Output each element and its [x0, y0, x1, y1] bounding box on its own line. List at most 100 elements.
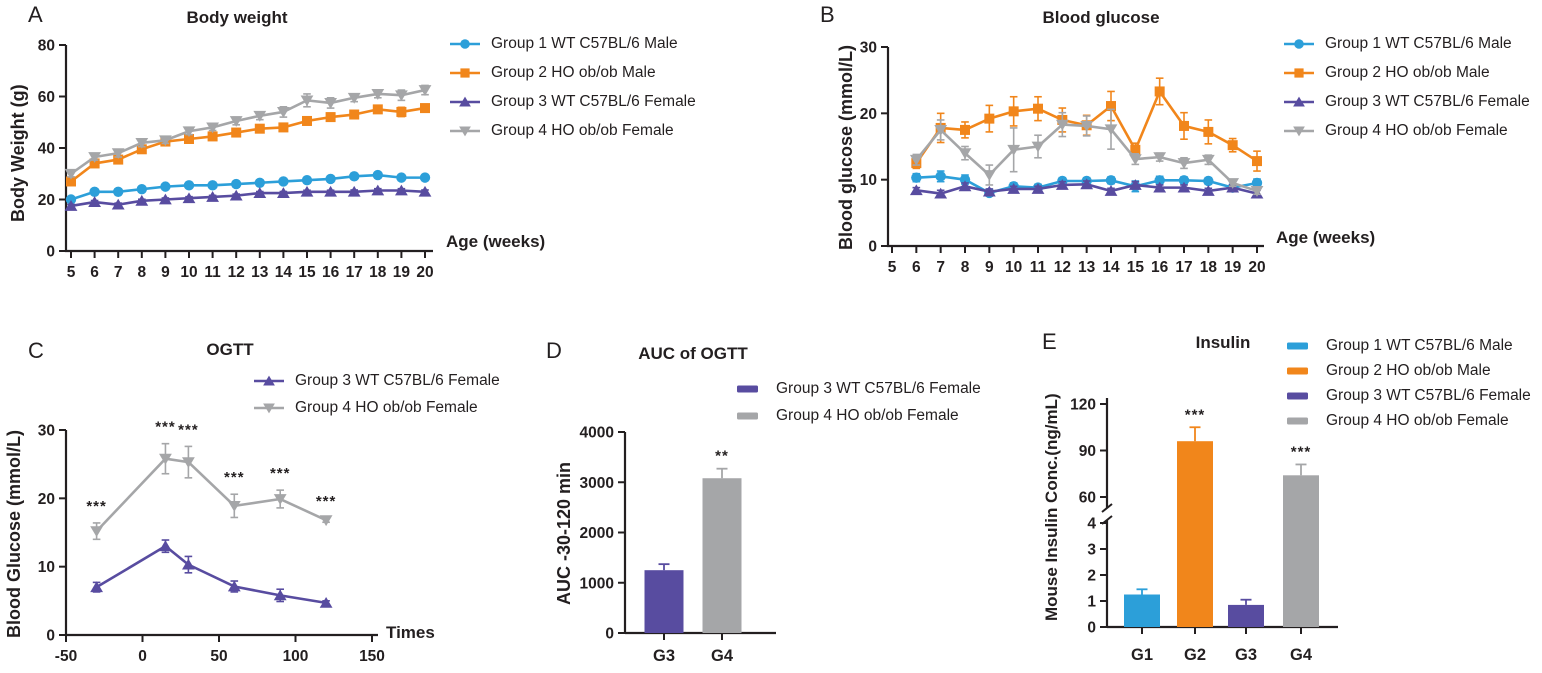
x-tick-label: 7 — [114, 264, 123, 281]
y-tick-label: 0 — [46, 628, 55, 645]
legend: Group 3 WT C57BL/6 Female Group 4 HO ob/o… — [733, 378, 981, 426]
x-tick-label: 0 — [138, 648, 147, 665]
legend: Group 1 WT C57BL/6 Male Group 2 HO ob/ob … — [448, 33, 696, 141]
chart-title-insulin: Insulin — [1195, 333, 1251, 352]
bar-group-1-wt-c57bl-6-male — [1124, 588, 1160, 627]
legend-label: Group 1 WT C57BL/6 Male — [491, 34, 678, 52]
x-tick-label: 18 — [1200, 259, 1218, 276]
error-bars — [92, 539, 330, 606]
x-tick-label: 20 — [1248, 259, 1265, 276]
axis-break-mark — [1101, 503, 1113, 513]
star-annotation: *** — [1291, 443, 1312, 460]
y-tick-label: 0 — [605, 626, 614, 643]
legend-label: Group 4 HO ob/ob Female — [1326, 411, 1509, 429]
x-tick-label: 100 — [283, 648, 309, 665]
star-annotation: *** — [316, 493, 337, 510]
legend-triangle-up-marker — [254, 375, 284, 386]
chart-title-ogtt: OGTT — [206, 340, 254, 359]
panel-letter-a: A — [28, 2, 43, 27]
legend-item-group-1-wt-c57bl-6-male: Group 1 WT C57BL/6 Male — [1282, 33, 1530, 54]
legend-item-group-3-wt-c57bl-6-female: Group 3 WT C57BL/6 Female — [733, 378, 981, 399]
x-tick-label: 13 — [251, 264, 269, 281]
y-tick-label: 0 — [868, 239, 877, 256]
legend-item-group-3-wt-c57bl-6-female: Group 3 WT C57BL/6 Female — [448, 91, 696, 112]
legend: Group 1 WT C57BL/6 Male Group 2 HO ob/ob … — [1283, 335, 1531, 431]
axes — [886, 47, 1264, 248]
legend-item-group-1-wt-c57bl-6-male: Group 1 WT C57BL/6 Male — [448, 33, 696, 54]
panel-insulin: 0 1 2 3 4 60 90 120 G1 G2 G3 G4 *** *** E Insulin Mou… — [1040, 330, 1542, 673]
panel-letter-e: E — [1042, 329, 1057, 354]
axes — [64, 45, 433, 253]
star-annotation: *** — [270, 465, 291, 482]
error-bars — [92, 442, 330, 541]
x-tick-label: 8 — [137, 264, 146, 281]
legend-item-group-1-wt-c57bl-6-male: Group 1 WT C57BL/6 Male — [1283, 335, 1531, 356]
y-tick-label: 2000 — [580, 525, 614, 542]
y-axis-label: Mouse Insulin Conc.(ng/mL) — [1042, 393, 1061, 621]
auc-ogtt-chart: 0 1000 2000 3000 4000 G3 G4 ** — [580, 425, 776, 665]
y-tick-label: 20 — [860, 106, 877, 123]
legend-item-group-3-wt-c57bl-6-female: Group 3 WT C57BL/6 Female — [252, 370, 500, 391]
x-axis-label: Age (weeks) — [1276, 228, 1376, 247]
x-axis-ticks: G3 G4 — [653, 633, 734, 665]
x-tick-label: -50 — [55, 648, 77, 665]
chart-title-auc-ogtt: AUC of OGTT — [638, 344, 748, 363]
y-tick-label: 90 — [1079, 443, 1096, 460]
chart-title-body-weight: Body weight — [186, 8, 288, 27]
x-tick-label: 5 — [67, 264, 76, 281]
series-group-1-wt-c57bl-6-male — [65, 169, 431, 205]
y-axis-ticks: 0 10 20 30 — [860, 40, 888, 256]
x-tick-label: 12 — [1054, 259, 1071, 276]
x-tick-label: 19 — [393, 264, 411, 281]
x-tick-label: 17 — [1175, 259, 1192, 276]
body-weight-chart: 0 20 40 60 80 5 6 7 8 9 10 11 12 13 14 15 16 17 18 19 20 — [38, 38, 434, 282]
legend-item-group-4-ho-ob-ob-female: Group 4 HO ob/ob Female — [733, 405, 981, 426]
x-tick-label: 17 — [346, 264, 363, 281]
y-axis-label: Body Weight (g) — [8, 84, 28, 222]
insulin-chart: 0 1 2 3 4 60 90 120 G1 G2 G3 G4 *** *** — [1070, 397, 1338, 664]
bar-group-4-ho-ob-ob-female: ** — [702, 448, 742, 633]
x-tick-label: 9 — [161, 264, 170, 281]
legend-label: Group 2 HO ob/ob Male — [491, 63, 656, 81]
star-annotation: *** — [86, 498, 107, 515]
legend-label: Group 1 WT C57BL/6 Male — [1326, 336, 1513, 354]
bar-group-2-ho-ob-ob-male: *** — [1177, 406, 1213, 627]
legend-item-group-4-ho-ob-ob-female: Group 4 HO ob/ob Female — [1282, 120, 1530, 141]
x-tick-label: 8 — [961, 259, 970, 276]
legend-item-group-3-wt-c57bl-6-female: Group 3 WT C57BL/6 Female — [1283, 385, 1531, 406]
legend-label: Group 4 HO ob/ob Female — [776, 406, 959, 424]
y-axis-label: AUC -30-120 min — [554, 461, 574, 605]
y-axis-label: Blood glucose (mmol/L) — [836, 45, 856, 251]
legend-triangle-down-marker — [254, 402, 284, 413]
significance-stars: ****** ****** ****** — [86, 419, 337, 515]
legend-item-group-4-ho-ob-ob-female: Group 4 HO ob/ob Female — [448, 120, 696, 141]
series-group-3-wt-c57bl-6-female — [909, 178, 1264, 199]
series-group-3-wt-c57bl-6-female — [64, 184, 432, 211]
legend-label: Group 3 WT C57BL/6 Female — [1326, 386, 1531, 404]
legend-label: Group 4 HO ob/ob Female — [1325, 121, 1508, 139]
panel-ogtt: 0 10 20 30 -50 0 50 100 150 *** *** *** *** *** *** C … — [0, 330, 525, 673]
legend-bar-swatch — [1287, 367, 1308, 374]
x-tick-label: 16 — [322, 264, 340, 281]
legend-item-group-4-ho-ob-ob-female: Group 4 HO ob/ob Female — [252, 397, 500, 418]
y-tick-label: 4000 — [580, 425, 614, 442]
x-tick-label: 150 — [359, 648, 385, 665]
legend-circle-marker — [1284, 38, 1314, 49]
y-axis-ticks: 0 20 40 60 80 — [38, 38, 66, 261]
panel-blood-glucose: 0 10 20 30 5 6 7 8 9 10 11 12 13 14 15 16 17 18 19 20 B Blo… — [790, 0, 1542, 315]
y-tick-label: 60 — [1079, 490, 1096, 507]
category-label: G2 — [1184, 646, 1206, 664]
legend-item-group-3-wt-c57bl-6-female: Group 3 WT C57BL/6 Female — [1282, 91, 1530, 112]
x-tick-label: 10 — [180, 264, 197, 281]
y-tick-label: 3 — [1087, 542, 1096, 559]
legend-label: Group 4 HO ob/ob Female — [295, 398, 478, 416]
legend-bar-swatch — [1287, 342, 1308, 349]
x-tick-label: 7 — [936, 259, 945, 276]
y-axis-ticks: 0 1 2 3 4 — [1087, 516, 1107, 637]
panel-letter-b: B — [820, 2, 835, 27]
x-tick-label: 15 — [1127, 259, 1145, 276]
legend-label: Group 3 WT C57BL/6 Female — [1325, 92, 1530, 110]
star-annotation: *** — [178, 421, 199, 438]
x-tick-label: 14 — [1102, 259, 1120, 276]
